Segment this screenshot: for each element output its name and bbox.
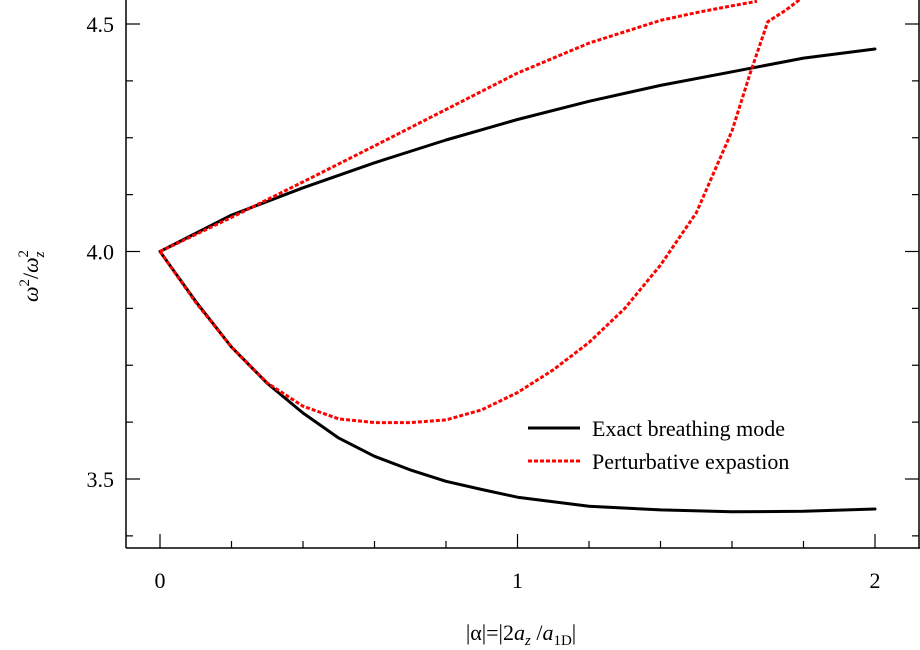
perturbative-expansion-line-lower	[158, 0, 802, 425]
y-tick-label: 3.5	[87, 467, 115, 492]
perturbative-expansion-line-upper	[159, 0, 758, 253]
legend-label-perturbative: Perturbative expastion	[592, 449, 789, 474]
y-tick-label: 4.0	[87, 240, 115, 265]
tick-labels: 0 1 2 3.5 4.0 4.5	[87, 12, 881, 593]
x-axis-title: |α|=|2az /a1D|	[466, 620, 576, 649]
legend: Exact breathing mode Perturbative expast…	[528, 416, 789, 474]
x-tick-label: 2	[870, 568, 881, 593]
series-lines	[158, 0, 877, 514]
x-tick-label: 1	[512, 568, 523, 593]
x-tick-label: 0	[155, 568, 166, 593]
y-axis-title: ω2/ωz2	[16, 250, 48, 302]
axis-ticks	[126, 23, 919, 548]
y-tick-label: 4.5	[87, 12, 115, 37]
legend-label-exact: Exact breathing mode	[592, 416, 785, 441]
exact-breathing-mode-line-upper	[158, 47, 877, 253]
